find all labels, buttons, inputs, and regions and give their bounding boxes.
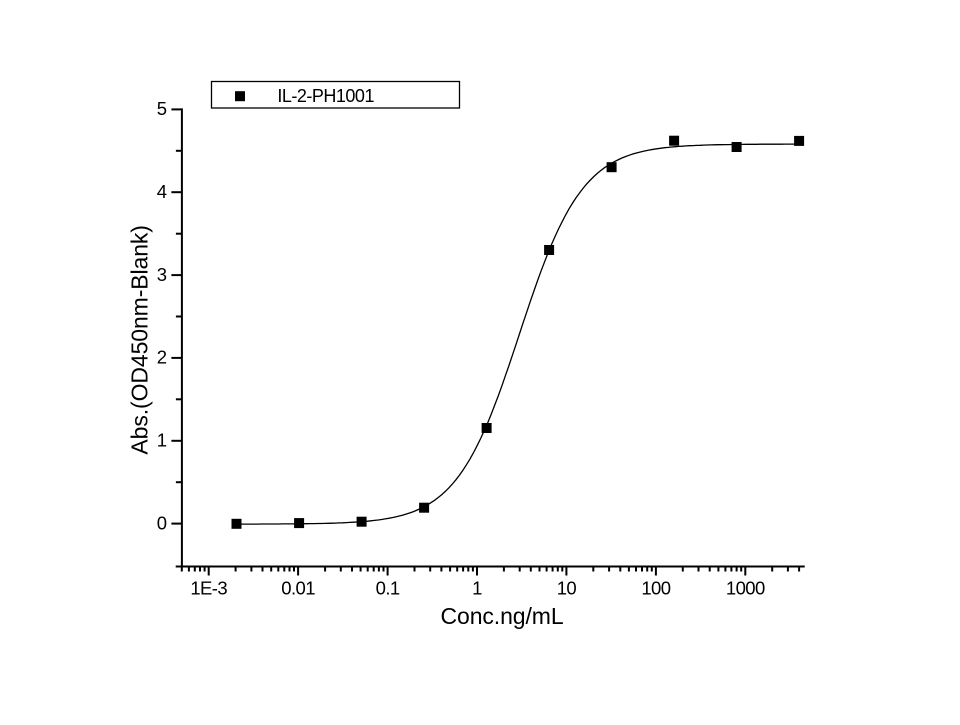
svg-text:1: 1: [472, 578, 482, 599]
svg-text:100: 100: [641, 578, 670, 599]
svg-text:1E-3: 1E-3: [190, 578, 227, 599]
svg-text:4: 4: [157, 181, 167, 202]
svg-text:Abs.(OD450nm-Blank): Abs.(OD450nm-Blank): [127, 225, 153, 454]
svg-text:2: 2: [157, 347, 167, 368]
svg-text:0.1: 0.1: [376, 578, 400, 599]
svg-text:0.01: 0.01: [281, 578, 315, 599]
svg-text:10: 10: [557, 578, 577, 599]
svg-text:IL-2-PH1001: IL-2-PH1001: [277, 86, 374, 106]
svg-text:Conc.ng/mL: Conc.ng/mL: [441, 603, 564, 629]
svg-text:3: 3: [157, 264, 167, 285]
svg-text:1: 1: [157, 430, 167, 451]
svg-text:1000: 1000: [726, 578, 765, 599]
svg-text:0: 0: [157, 512, 167, 533]
svg-text:5: 5: [157, 98, 167, 119]
